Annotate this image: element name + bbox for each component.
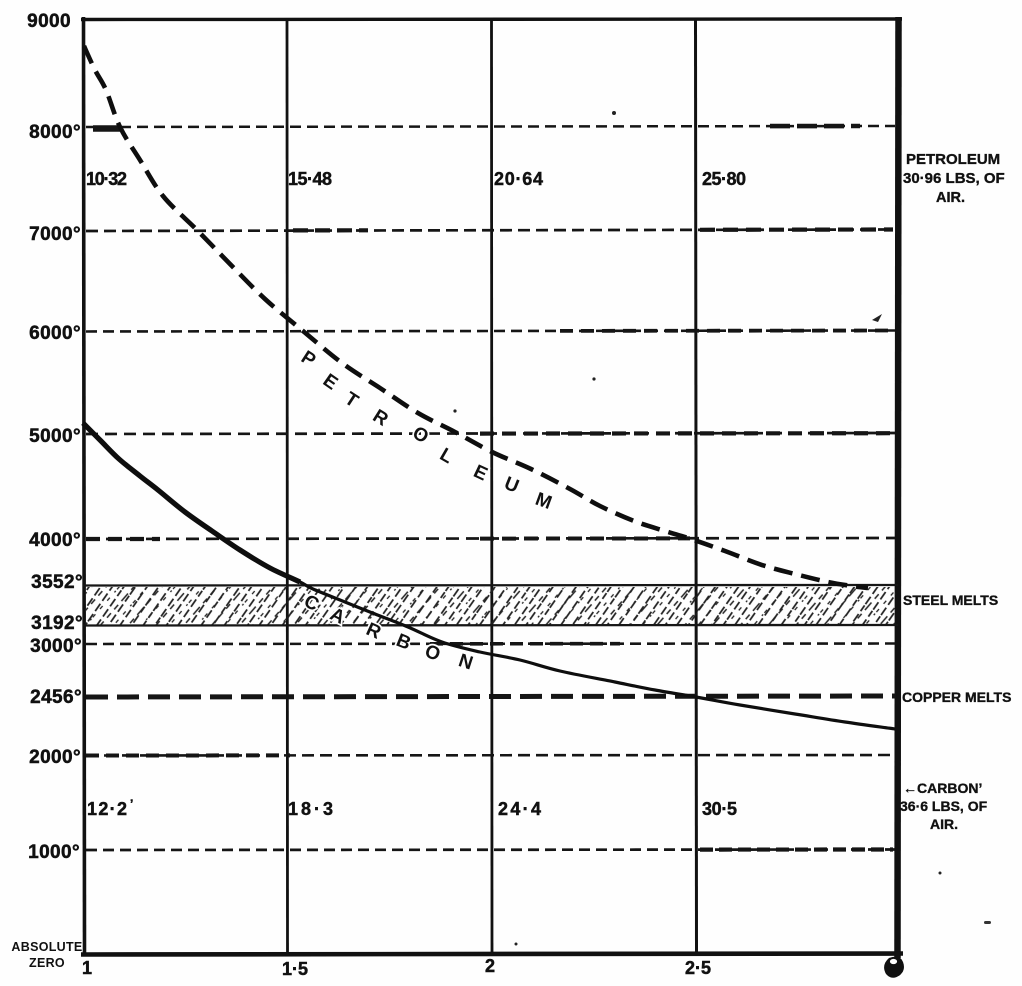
svg-text:4000°: 4000° — [29, 530, 81, 551]
svg-text:3192°: 3192° — [31, 613, 83, 634]
svg-text:6000°: 6000° — [29, 323, 81, 344]
svg-text:3000°: 3000° — [30, 636, 82, 657]
svg-text:1: 1 — [82, 958, 92, 978]
svg-text:2456°: 2456° — [30, 687, 82, 708]
svg-text:ABSOLUTE: ABSOLUTE — [11, 940, 82, 954]
svg-text:25·80: 25·80 — [702, 169, 746, 189]
svg-text:5000°: 5000° — [29, 426, 81, 447]
svg-text:9000: 9000 — [27, 11, 71, 32]
svg-text:15·48: 15·48 — [288, 169, 332, 189]
svg-text:1000°: 1000° — [28, 842, 80, 863]
svg-text:AIR.: AIR. — [936, 190, 965, 206]
svg-text:PETROLEUM: PETROLEUM — [906, 151, 1000, 168]
svg-text:10·32: 10·32 — [86, 169, 127, 189]
svg-text:←CARBON’: ←CARBON’ — [903, 780, 982, 796]
svg-text:30·96 LBS, OF: 30·96 LBS, OF — [903, 170, 1005, 187]
svg-text:30·5: 30·5 — [702, 799, 737, 819]
svg-text:20·64: 20·64 — [494, 169, 543, 189]
svg-text:24·4: 24·4 — [498, 799, 541, 819]
svg-text:2·5: 2·5 — [685, 958, 711, 978]
svg-text:18·3: 18·3 — [288, 799, 333, 819]
svg-text:ZERO: ZERO — [29, 956, 65, 970]
svg-text:12·2: 12·2 — [87, 799, 127, 819]
svg-text:COPPER MELTS: COPPER MELTS — [902, 689, 1011, 705]
svg-text:3552°: 3552° — [31, 572, 83, 593]
svg-text:8000°: 8000° — [29, 122, 81, 143]
svg-text:2: 2 — [485, 956, 495, 976]
svg-text:STEEL MELTS: STEEL MELTS — [903, 592, 998, 608]
svg-text:’: ’ — [130, 797, 133, 811]
svg-text:7000°: 7000° — [29, 224, 81, 245]
svg-text:2000°: 2000° — [29, 747, 81, 768]
svg-text:36·6 LBS, OF: 36·6 LBS, OF — [900, 798, 988, 814]
svg-text:AIR.: AIR. — [930, 816, 958, 832]
svg-text:1·5: 1·5 — [282, 959, 308, 979]
